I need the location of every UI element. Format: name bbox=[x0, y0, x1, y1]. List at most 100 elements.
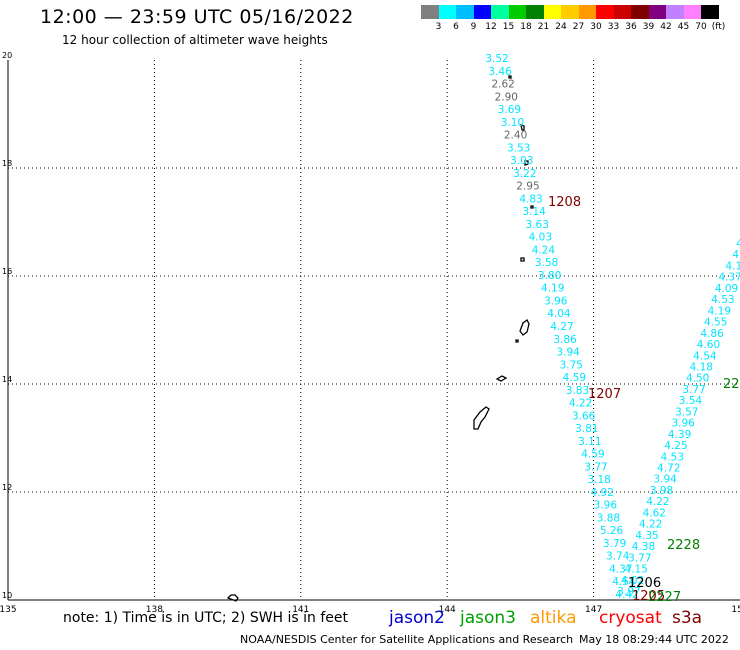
wave-height-value: 4.15 bbox=[625, 564, 648, 576]
wave-height-value: 4.54 bbox=[693, 350, 717, 362]
wave-height-value: 3.54 bbox=[679, 395, 703, 407]
wave-height-value: 4.38 bbox=[632, 541, 655, 553]
colorbar-label: 3 bbox=[435, 22, 442, 32]
wave-height-value: 3.77 bbox=[628, 552, 651, 564]
wave-height-value: 3.96 bbox=[671, 418, 695, 430]
x-tick-label: 150 bbox=[731, 605, 740, 615]
wave-height-value: 4.42 bbox=[615, 589, 638, 601]
footer-note: note: 1) Time is in UTC; 2) SWH is in fe… bbox=[63, 610, 349, 626]
colorbar-label: 42 bbox=[660, 22, 672, 32]
wave-height-value: 4.92 bbox=[591, 487, 614, 499]
colorbar-swatch bbox=[438, 5, 457, 19]
wave-height-value: 4.83 bbox=[519, 193, 542, 205]
x-tick-label: 141 bbox=[292, 605, 309, 615]
page-title: 12:00 — 23:59 UTC 05/16/2022 bbox=[40, 6, 354, 28]
colorbar-swatch bbox=[578, 5, 597, 19]
y-tick-label: 16 bbox=[2, 267, 12, 276]
wave-height-value: 3.57 bbox=[675, 406, 698, 418]
colorbar-swatch bbox=[561, 5, 579, 19]
island-outline bbox=[520, 257, 525, 262]
wave-height-value: 4. bbox=[732, 249, 740, 261]
colorbar-swatch bbox=[613, 5, 632, 19]
wave-height-value: 3.69 bbox=[498, 104, 521, 116]
wave-height-value: 5.26 bbox=[600, 525, 624, 537]
wave-height-value: 3.81 bbox=[575, 423, 598, 435]
wave-height-value: 3.10 bbox=[501, 117, 524, 129]
wave-height-value: 3.52 bbox=[485, 53, 508, 65]
legend-cryosat: cryosat bbox=[599, 608, 662, 628]
wave-height-value: 3.58 bbox=[535, 257, 558, 269]
wave-height-value: 4. bbox=[736, 238, 740, 250]
wave-height-value: 3.14 bbox=[522, 206, 546, 218]
y-tick-label: 20 bbox=[2, 51, 12, 60]
colorbar-swatch bbox=[491, 5, 509, 19]
wave-height-value: 4.22 bbox=[639, 519, 662, 531]
wave-height-value: 3.18 bbox=[587, 474, 610, 486]
wave-height-value: 4.35 bbox=[635, 530, 658, 542]
x-tick-label: 138 bbox=[146, 605, 163, 615]
colorbar-swatch bbox=[701, 5, 719, 19]
y-tick-label: 10 bbox=[2, 591, 12, 600]
island-outline bbox=[519, 319, 530, 336]
y-tick-label: 12 bbox=[2, 483, 12, 492]
colorbar-label: 12 bbox=[485, 22, 497, 32]
wave-height-value: 3.03 bbox=[510, 155, 533, 167]
wave-height-value: 3.94 bbox=[556, 347, 580, 359]
wave-height-value: 3.97 bbox=[617, 586, 640, 598]
wave-height-value: 3.66 bbox=[572, 410, 596, 422]
wave-height-value: 4.39 bbox=[668, 429, 691, 441]
wave-height-value: 2.40 bbox=[504, 130, 527, 142]
island-outline bbox=[508, 75, 512, 79]
wave-height-value: 4.22 bbox=[646, 496, 669, 508]
colorbar-label: 18 bbox=[520, 22, 532, 32]
island-outline bbox=[520, 124, 525, 131]
pass-time-label: 22 bbox=[723, 377, 740, 392]
wave-height-value: 4.53 bbox=[661, 451, 684, 463]
wave-height-value: 3.96 bbox=[544, 295, 568, 307]
wave-height-value: 3.46 bbox=[488, 66, 512, 78]
wave-height-value: 2.90 bbox=[495, 91, 518, 103]
colorbar-label: 36 bbox=[625, 22, 637, 32]
colorbar-swatch bbox=[666, 5, 684, 19]
colorbar-swatch bbox=[508, 5, 527, 19]
colorbar-swatch bbox=[683, 5, 702, 19]
colorbar-swatch bbox=[473, 5, 492, 19]
y-tick-label: 18 bbox=[2, 159, 12, 168]
wave-height-value: 4.22 bbox=[569, 398, 592, 410]
wave-height-value: 4.04 bbox=[547, 308, 571, 320]
wave-height-value: 4.72 bbox=[657, 463, 680, 475]
wave-height-value: 3.94 bbox=[653, 474, 677, 486]
colorbar-label: 30 bbox=[590, 22, 602, 32]
wave-height-value: 3.74 bbox=[606, 551, 630, 563]
legend-jason2: jason2 bbox=[389, 608, 445, 628]
wave-height-value: 3.88 bbox=[597, 512, 620, 524]
pass-time-label: 1206 bbox=[628, 576, 661, 591]
island-outline bbox=[495, 375, 508, 382]
island-outline bbox=[515, 339, 519, 343]
colorbar-label: (ft) bbox=[711, 22, 726, 32]
wave-height-value: 4.02 bbox=[621, 575, 644, 587]
page-subtitle: 12 hour collection of altimeter wave hei… bbox=[62, 33, 328, 47]
colorbar-swatch bbox=[526, 5, 544, 19]
island-outline bbox=[524, 160, 529, 166]
wave-height-value: 4.19 bbox=[708, 305, 731, 317]
wave-height-value: 4.86 bbox=[700, 328, 724, 340]
wave-height-value: 4.09 bbox=[715, 283, 738, 295]
colorbar-label: 21 bbox=[537, 22, 550, 32]
wave-height-value: 4.55 bbox=[704, 317, 727, 329]
colorbar-label: 39 bbox=[642, 22, 655, 32]
wave-height-value: 4.24 bbox=[532, 244, 556, 256]
x-tick-label: 135 bbox=[0, 605, 17, 615]
wave-height-value: 4.53 bbox=[711, 294, 734, 306]
wave-height-value: 3.77 bbox=[682, 384, 705, 396]
wave-height-value: 3.63 bbox=[526, 219, 549, 231]
wave-height-value: 4.37 bbox=[718, 272, 740, 284]
pass-time-label: 1208 bbox=[548, 195, 581, 210]
colorbar-label: 70 bbox=[695, 22, 707, 32]
wave-height-value: 4.18 bbox=[690, 361, 713, 373]
wave-height-value: 3.79 bbox=[603, 538, 626, 550]
legend-altika: altika bbox=[530, 608, 577, 628]
colorbar-swatch bbox=[456, 5, 474, 19]
x-tick-label: 147 bbox=[585, 605, 602, 615]
